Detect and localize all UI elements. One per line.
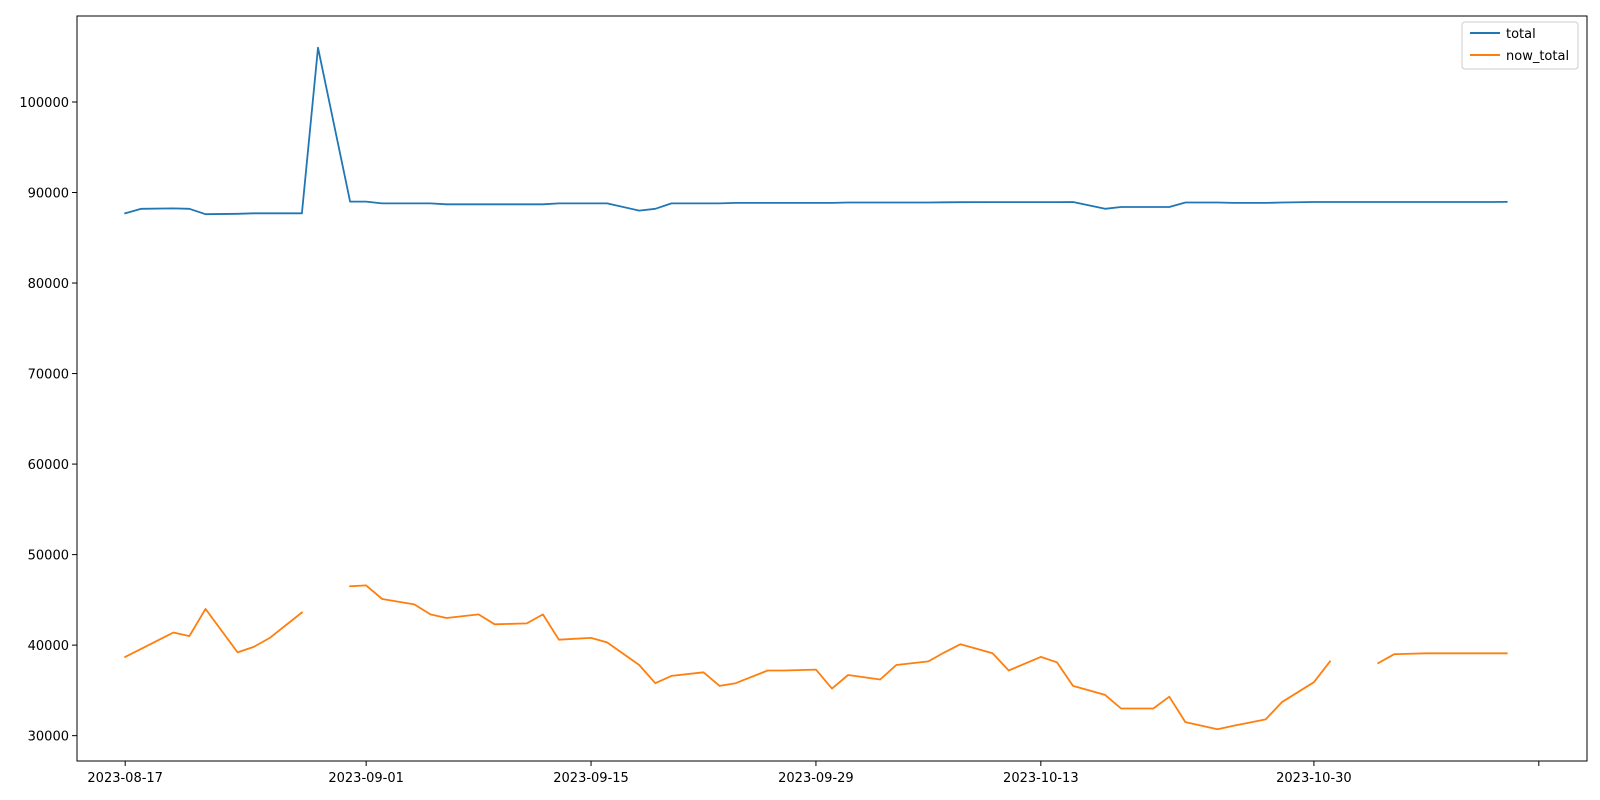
y-tick-label: 30000	[28, 730, 69, 745]
x-tick-label: 2023-10-30	[1276, 771, 1352, 786]
y-tick-label: 90000	[28, 187, 69, 202]
series-line-now-total	[123, 584, 1508, 731]
y-tick-label: 60000	[28, 458, 69, 473]
x-tick-label: 2023-09-29	[778, 771, 854, 786]
legend: total now_total	[1461, 21, 1579, 70]
plot-area-frame	[76, 15, 1588, 762]
legend-label-now-total: now_total	[1506, 49, 1569, 64]
series-lines	[123, 46, 1508, 731]
y-axis: 30000 40000 50000 60000 70000 80000 90000 10000…	[19, 96, 77, 745]
legend-label-total: total	[1506, 27, 1536, 42]
plot-area-background	[77, 16, 1587, 761]
x-axis: 2023-08-17 2023-09-01 2023-09-15 2023-09-29…	[87, 761, 1540, 786]
x-tick-label: 2023-10-13	[1003, 771, 1079, 786]
series-line-total	[124, 46, 1508, 216]
x-tick-label: 2023-09-01	[328, 771, 404, 786]
x-tick-label: 2023-09-15	[553, 771, 629, 786]
y-tick-label: 50000	[28, 549, 69, 564]
y-tick-label: 40000	[28, 639, 69, 654]
y-tick-label: 80000	[28, 277, 69, 292]
x-tick-label: 2023-08-17	[87, 771, 163, 786]
y-tick-label: 70000	[28, 368, 69, 383]
y-tick-label: 100000	[19, 96, 69, 111]
